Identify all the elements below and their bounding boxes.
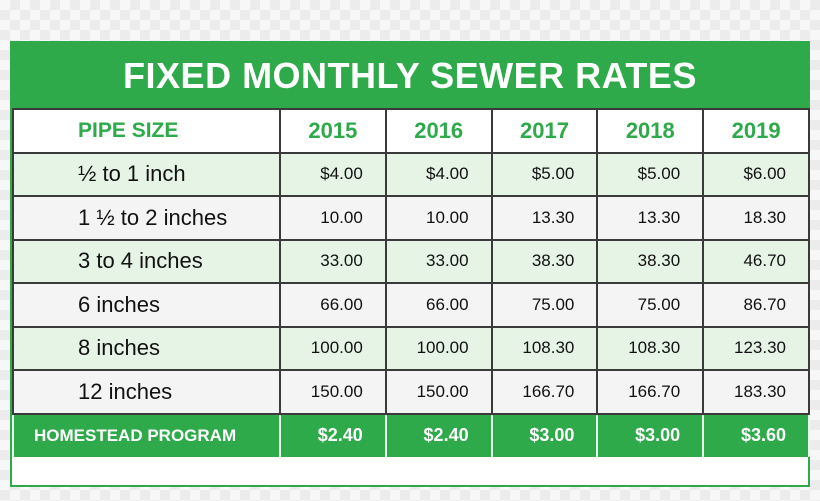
- pipe-size-label: 6 inches: [12, 282, 281, 328]
- rate-cell: 13.30: [490, 195, 599, 241]
- sewer-rates-card: FIXED MONTHLY SEWER RATES PIPE SIZE 2015…: [10, 41, 810, 487]
- rate-cell: 13.30: [596, 195, 705, 241]
- rate-cell: 123.30: [702, 325, 810, 371]
- rate-cell: 38.30: [490, 238, 599, 284]
- rate-cell: $5.00: [490, 151, 599, 197]
- rate-cell: 100.00: [279, 325, 387, 371]
- rate-cell: 86.70: [702, 282, 810, 328]
- rate-cell: 38.30: [596, 238, 705, 284]
- table-row: ½ to 1 inch $4.00 $4.00 $5.00 $5.00 $6.0…: [12, 151, 810, 197]
- rate-cell: 100.00: [384, 325, 493, 371]
- rate-cell: 166.70: [596, 369, 705, 415]
- homestead-rate-cell: $2.40: [384, 412, 493, 457]
- homestead-rate-cell: $3.00: [490, 412, 599, 457]
- rate-cell: 10.00: [384, 195, 493, 241]
- rate-cell: 66.00: [384, 282, 493, 328]
- rate-cell: $4.00: [384, 151, 493, 197]
- rate-cell: 183.30: [702, 369, 810, 415]
- column-header-year: 2015: [279, 108, 387, 154]
- table-row: 1 ½ to 2 inches 10.00 10.00 13.30 13.30 …: [12, 195, 810, 241]
- pipe-size-label: 8 inches: [12, 325, 281, 371]
- title-bar: FIXED MONTHLY SEWER RATES: [12, 43, 808, 108]
- table-row: 8 inches 100.00 100.00 108.30 108.30 123…: [12, 325, 810, 371]
- rate-cell: 75.00: [596, 282, 705, 328]
- table-row: 12 inches 150.00 150.00 166.70 166.70 18…: [12, 369, 810, 415]
- rate-cell: 10.00: [279, 195, 387, 241]
- rate-cell: 33.00: [279, 238, 387, 284]
- column-header-pipe-size: PIPE SIZE: [12, 108, 281, 154]
- pipe-size-label: 3 to 4 inches: [12, 238, 281, 284]
- rate-cell: 46.70: [702, 238, 810, 284]
- pipe-size-label: 12 inches: [12, 369, 281, 415]
- pipe-size-label: 1 ½ to 2 inches: [12, 195, 281, 241]
- rate-cell: 18.30: [702, 195, 810, 241]
- rate-cell: 108.30: [490, 325, 599, 371]
- rate-cell: 108.30: [596, 325, 705, 371]
- table-row: 3 to 4 inches 33.00 33.00 38.30 38.30 46…: [12, 238, 810, 284]
- homestead-rate-cell: $3.00: [596, 412, 705, 457]
- table-row: 6 inches 66.00 66.00 75.00 75.00 86.70: [12, 282, 810, 328]
- column-header-year: 2018: [596, 108, 705, 154]
- page-title: FIXED MONTHLY SEWER RATES: [123, 54, 697, 96]
- column-header-year: 2019: [702, 108, 810, 154]
- rate-cell: $6.00: [702, 151, 810, 197]
- rates-table: PIPE SIZE 2015 2016 2017 2018 2019 ½ to …: [12, 108, 810, 457]
- rate-cell: $5.00: [596, 151, 705, 197]
- homestead-rate-cell: $2.40: [279, 412, 387, 457]
- column-header-year: 2016: [384, 108, 493, 154]
- rate-cell: 66.00: [279, 282, 387, 328]
- rate-cell: 150.00: [384, 369, 493, 415]
- header-row: PIPE SIZE 2015 2016 2017 2018 2019: [12, 108, 810, 154]
- homestead-rate-cell: $3.60: [702, 412, 810, 457]
- rate-cell: 33.00: [384, 238, 493, 284]
- homestead-program-label: HOMESTEAD PROGRAM: [12, 412, 281, 457]
- rate-cell: 166.70: [490, 369, 599, 415]
- column-header-year: 2017: [490, 108, 599, 154]
- homestead-program-row: HOMESTEAD PROGRAM $2.40 $2.40 $3.00 $3.0…: [12, 412, 810, 457]
- rate-cell: 150.00: [279, 369, 387, 415]
- pipe-size-label: ½ to 1 inch: [12, 151, 281, 197]
- rate-cell: 75.00: [490, 282, 599, 328]
- rate-cell: $4.00: [279, 151, 387, 197]
